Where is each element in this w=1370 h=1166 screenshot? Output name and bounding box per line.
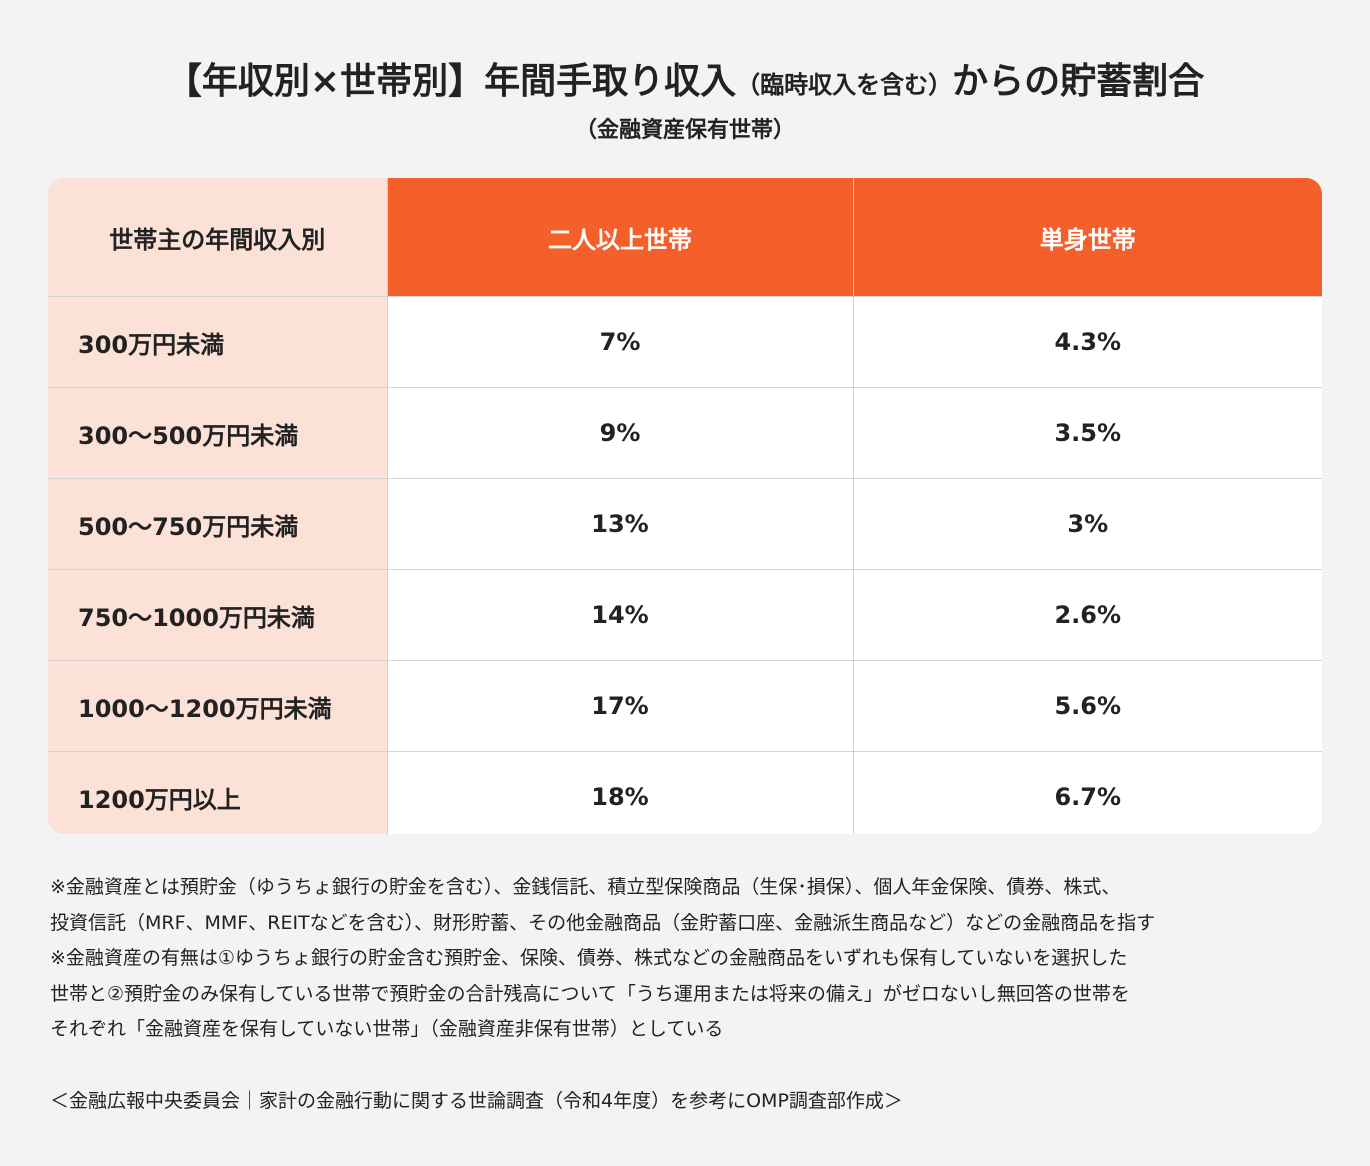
note-line: ※金融資産とは預貯金（ゆうちょ銀行の貯金を含む）、金銭信託、積立型保険商品（生保… [50, 876, 1121, 898]
title-note: （臨時収入を含む） [736, 71, 953, 99]
cell-value: 18% [386, 751, 854, 834]
table-row: 300万円未満 7% 4.3% [48, 296, 1322, 388]
header-cell: 二人以上世帯 [386, 178, 854, 297]
note-line: それぞれ「金融資産を保有していない世帯」（金融資産非保有世帯）としている [50, 1018, 724, 1040]
row-label: 300万円未満 [48, 296, 388, 388]
table-row: 1000〜1200万円未満 17% 5.6% [48, 660, 1322, 752]
note-line: 投資信託（MRF、MMF、REITなどを含む）、財形貯蓄、その他金融商品（金貯蓄… [50, 911, 1156, 934]
title: 【年収別×世帯別】年間手取り収入（臨時収入を含む）からの貯蓄割合 [0, 52, 1370, 104]
cell-value: 9% [386, 387, 854, 479]
row-label: 1000〜1200万円未満 [48, 660, 388, 752]
table-body: 300万円未満 7% 4.3% 300〜500万円未満 9% 3.5% 500〜750万円未… [48, 296, 1322, 834]
source: ＜金融広報中央委員会｜家計の金融行動に関する世論調査（令和4年度）を参考にOMP… [50, 1090, 903, 1112]
table-row: 750〜1000万円未満 14% 2.6% [48, 569, 1322, 661]
cell-value: 14% [386, 569, 854, 661]
cell-value: 5.6% [852, 660, 1322, 752]
row-label: 1200万円以上 [48, 751, 388, 834]
row-label: 750〜1000万円未満 [48, 569, 388, 661]
table: 世帯主の年間収入別 二人以上世帯 単身世帯 300万円未満 7% 4.3% 300〜500… [48, 178, 1322, 834]
cell-value: 7% [386, 296, 854, 388]
cell-value: 4.3% [852, 296, 1322, 388]
cell-value: 17% [386, 660, 854, 752]
header-cell: 単身世帯 [852, 178, 1322, 297]
header-row: 世帯主の年間収入別 二人以上世帯 単身世帯 [48, 178, 1322, 297]
header-cell: 世帯主の年間収入別 [48, 178, 388, 297]
table-container: 世帯主の年間収入別 二人以上世帯 単身世帯 300万円未満 7% 4.3% 300〜500… [48, 178, 1322, 834]
note-line: ※金融資産の有無は①ゆうちょ銀行の貯金含む預貯金、保険、債券、株式などの金融商品… [50, 947, 1128, 969]
cell-value: 3.5% [852, 387, 1322, 479]
title-main: 【年収別×世帯別】年間手取り収入 [165, 61, 737, 102]
cell-value: 6.7% [852, 751, 1322, 834]
cell-value: 2.6% [852, 569, 1322, 661]
title-end: からの貯蓄割合 [952, 61, 1205, 102]
table-row: 1200万円以上 18% 6.7% [48, 751, 1322, 834]
table-row: 300〜500万円未満 9% 3.5% [48, 387, 1322, 479]
note-line: 世帯と②預貯金のみ保有している世帯で預貯金の合計残高について「うち運用または将来… [50, 982, 1130, 1005]
cell-value: 3% [852, 478, 1322, 570]
table-row: 500〜750万円未満 13% 3% [48, 478, 1322, 570]
row-label: 500〜750万円未満 [48, 478, 388, 570]
row-label: 300〜500万円未満 [48, 387, 388, 479]
cell-value: 13% [386, 478, 854, 570]
notes: ※金融資産とは預貯金（ゆうちょ銀行の貯金を含む）、金銭信託、積立型保険商品（生保… [50, 870, 1340, 1048]
subtitle: （金融資産保有世帯） [574, 118, 795, 143]
